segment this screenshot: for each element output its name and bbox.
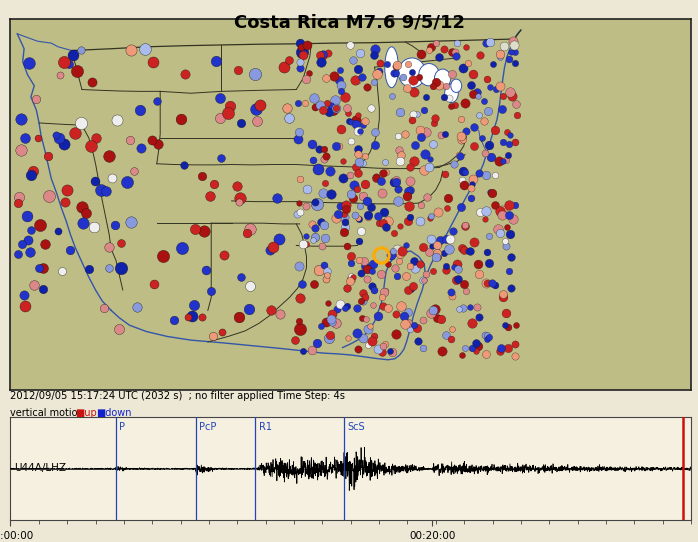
Ellipse shape (399, 58, 426, 88)
Text: R1: R1 (259, 422, 272, 431)
Ellipse shape (419, 63, 439, 86)
Ellipse shape (445, 84, 459, 102)
Text: ■down: ■down (96, 408, 132, 417)
Ellipse shape (385, 47, 399, 88)
Text: vertical motion: vertical motion (10, 408, 91, 417)
Ellipse shape (451, 79, 461, 93)
Text: 2012/09/05 15:17:24 UTC (2032 s)  ; no filter applied Time Step: 4s: 2012/09/05 15:17:24 UTC (2032 s) ; no fi… (10, 391, 346, 401)
Text: ScS: ScS (348, 422, 365, 431)
Text: PcP: PcP (199, 422, 216, 431)
Text: Costa Rica M7.6 9/5/12: Costa Rica M7.6 9/5/12 (234, 14, 464, 31)
Text: ■up: ■up (75, 408, 97, 417)
Text: P: P (119, 422, 126, 431)
Ellipse shape (434, 69, 451, 88)
Text: U44A/LHZ: U44A/LHZ (14, 463, 66, 473)
